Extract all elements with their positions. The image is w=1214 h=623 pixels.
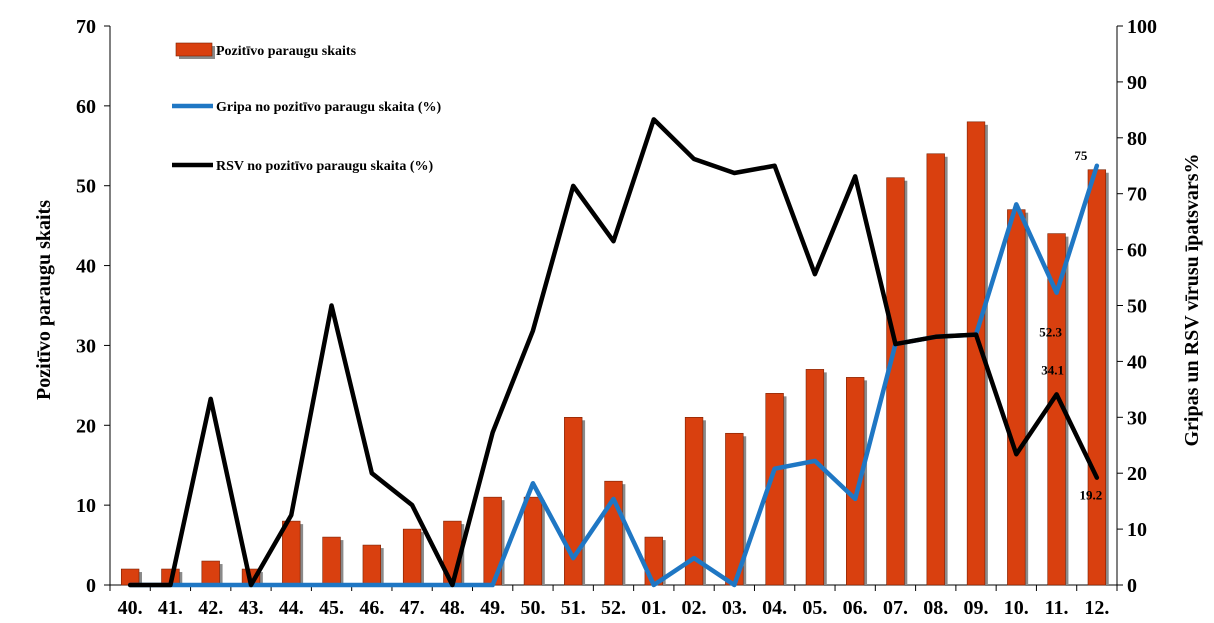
x-tick-label: 49. (480, 597, 505, 619)
x-tick-label: 51. (561, 597, 586, 619)
right-tick-label: 50 (1127, 296, 1147, 318)
data-label: 34.1 (1041, 362, 1064, 377)
bar (644, 536, 663, 586)
bar (402, 528, 422, 586)
x-tick-label: 07. (883, 597, 908, 619)
data-label: 19.2 (1079, 488, 1102, 503)
legend-label: Gripa no pozitīvo paraugu skaita (%) (216, 100, 442, 115)
bar (523, 496, 543, 586)
right-axis-title: Gripas un RSV vīrusu īpatsvars% (1181, 153, 1203, 446)
x-tick-label: 04. (762, 597, 787, 619)
left-axis-title-group: Pozitīvo paraugu skaits (33, 200, 55, 400)
right-tick-label: 80 (1127, 128, 1147, 150)
plot-area: 0 10 20 30 40 50 60 70 0 10 20 30 40 50 60 70 80 90 100 40.… (76, 16, 1157, 619)
data-label: 75 (1074, 148, 1088, 163)
x-tick-label: 48. (440, 597, 465, 619)
x-tick-label: 11. (1045, 597, 1069, 619)
right-tick-label: 20 (1127, 463, 1147, 485)
bar (362, 544, 381, 586)
left-tick-label: 30 (76, 335, 96, 357)
bar (322, 536, 341, 586)
left-tick-label: 0 (86, 575, 96, 597)
x-tick-label: 01. (641, 597, 666, 619)
right-tick-label: 90 (1127, 72, 1147, 94)
right-tick-label: 0 (1127, 575, 1137, 597)
x-tick-label: 50. (520, 597, 545, 619)
bar (282, 520, 301, 586)
right-tick-label: 70 (1127, 184, 1147, 206)
bar (886, 177, 905, 586)
x-tick-label: 05. (802, 597, 827, 619)
x-tick-label: 46. (359, 597, 384, 619)
right-axis-title-group: Gripas un RSV vīrusu īpatsvars% (1181, 153, 1203, 446)
left-tick-label: 70 (76, 16, 96, 38)
x-tick-label: 06. (843, 597, 868, 619)
left-tick-label: 40 (76, 256, 96, 278)
x-tick-label: 43. (238, 597, 263, 619)
x-tick-label: 44. (279, 597, 304, 619)
bar (966, 121, 986, 586)
right-tick-label: 10 (1127, 519, 1147, 541)
bar (846, 377, 865, 586)
right-tick-label: 60 (1127, 240, 1147, 262)
x-tick-label: 08. (923, 597, 948, 619)
bar (805, 369, 825, 586)
right-tick-label: 100 (1127, 16, 1157, 38)
x-tick-label: 12. (1084, 597, 1109, 619)
x-tick-label: 03. (722, 597, 747, 619)
left-tick-label: 60 (76, 96, 96, 118)
x-tick-label: 41. (158, 597, 183, 619)
legend-label: RSV no pozitīvo paraugu skaita (%) (216, 159, 434, 174)
bar (201, 560, 220, 586)
right-tick-label: 30 (1127, 407, 1147, 429)
x-tick-label: 52. (601, 597, 626, 619)
x-tick-label: 09. (964, 597, 989, 619)
left-tick-label: 50 (76, 176, 96, 198)
bar (926, 153, 945, 586)
right-tick-label: 40 (1127, 351, 1147, 373)
left-tick-label: 10 (76, 495, 96, 517)
bar (564, 416, 583, 586)
left-axis-title: Pozitīvo paraugu skaits (33, 200, 55, 400)
bar (120, 568, 140, 586)
x-tick-label: 02. (682, 597, 707, 619)
data-label: 52.3 (1039, 325, 1062, 340)
x-tick-label: 42. (198, 597, 223, 619)
rsv-line (127, 117, 1100, 588)
x-tick-label: 10. (1004, 597, 1029, 619)
x-tick-label: 40. (118, 597, 143, 619)
bar (684, 416, 704, 586)
legend-bar-swatch (175, 42, 213, 57)
left-tick-label: 20 (76, 415, 96, 437)
legend-label: Pozitīvo paraugu skaits (216, 44, 357, 59)
bar (1007, 209, 1026, 586)
x-tick-label: 45. (319, 597, 344, 619)
bar (1087, 169, 1107, 586)
x-tick-label: 47. (400, 597, 425, 619)
